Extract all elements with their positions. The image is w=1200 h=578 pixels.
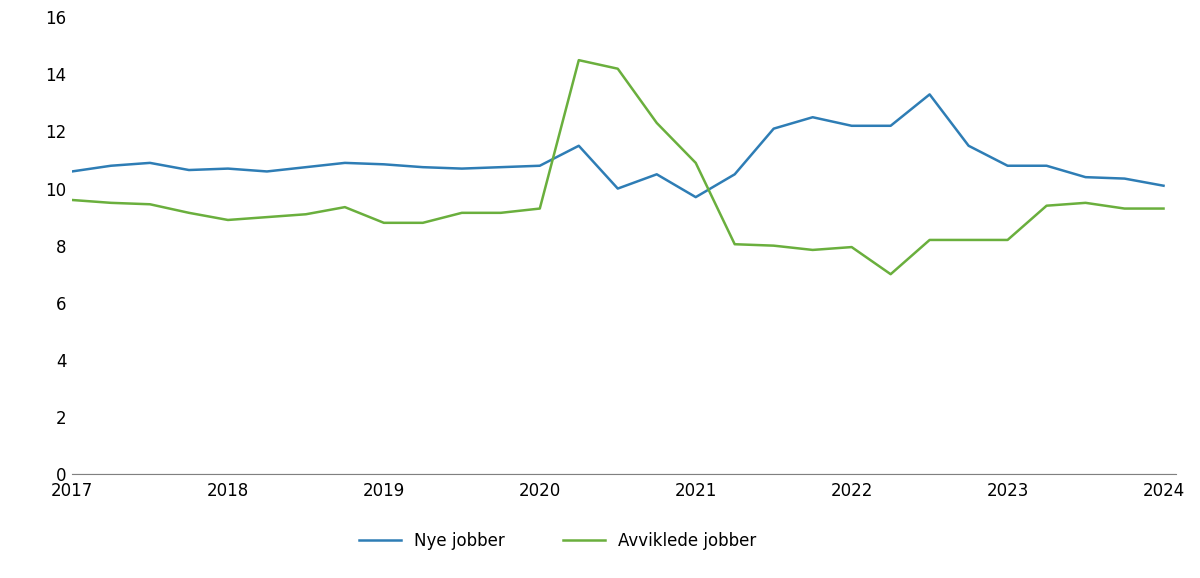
Nye jobber xyxy=(65,168,79,175)
Avviklede jobber xyxy=(649,120,664,127)
Nye jobber xyxy=(649,171,664,178)
Avviklede jobber xyxy=(143,201,157,208)
Nye jobber xyxy=(181,166,196,173)
Avviklede jobber xyxy=(1039,202,1054,209)
Nye jobber xyxy=(611,185,625,192)
Nye jobber xyxy=(689,194,703,201)
Avviklede jobber xyxy=(337,203,352,210)
Avviklede jobber xyxy=(923,236,937,243)
Avviklede jobber xyxy=(221,217,235,224)
Avviklede jobber xyxy=(103,199,118,206)
Avviklede jobber xyxy=(377,220,391,227)
Nye jobber xyxy=(533,162,547,169)
Nye jobber xyxy=(571,142,586,149)
Avviklede jobber xyxy=(493,209,508,216)
Avviklede jobber xyxy=(1117,205,1132,212)
Avviklede jobber xyxy=(65,197,79,203)
Avviklede jobber xyxy=(1079,199,1093,206)
Avviklede jobber xyxy=(767,242,781,249)
Avviklede jobber xyxy=(415,220,430,227)
Nye jobber xyxy=(415,164,430,171)
Nye jobber xyxy=(883,123,898,129)
Avviklede jobber xyxy=(1001,236,1015,243)
Nye jobber xyxy=(805,114,820,121)
Nye jobber xyxy=(259,168,274,175)
Avviklede jobber xyxy=(571,57,586,64)
Nye jobber xyxy=(103,162,118,169)
Nye jobber xyxy=(143,160,157,166)
Avviklede jobber xyxy=(181,209,196,216)
Nye jobber xyxy=(1039,162,1054,169)
Avviklede jobber xyxy=(883,271,898,277)
Nye jobber xyxy=(1001,162,1015,169)
Nye jobber xyxy=(221,165,235,172)
Nye jobber xyxy=(493,164,508,171)
Avviklede jobber xyxy=(845,243,859,250)
Avviklede jobber xyxy=(259,214,274,221)
Avviklede jobber xyxy=(611,65,625,72)
Avviklede jobber xyxy=(1157,205,1171,212)
Avviklede jobber xyxy=(805,246,820,253)
Nye jobber xyxy=(455,165,469,172)
Nye jobber xyxy=(299,164,313,171)
Nye jobber xyxy=(377,161,391,168)
Line: Avviklede jobber: Avviklede jobber xyxy=(72,60,1164,274)
Avviklede jobber xyxy=(727,241,742,248)
Nye jobber xyxy=(1117,175,1132,182)
Nye jobber xyxy=(845,123,859,129)
Line: Nye jobber: Nye jobber xyxy=(72,94,1164,197)
Avviklede jobber xyxy=(533,205,547,212)
Nye jobber xyxy=(923,91,937,98)
Avviklede jobber xyxy=(689,160,703,166)
Nye jobber xyxy=(1157,182,1171,189)
Legend: Nye jobber, Avviklede jobber: Nye jobber, Avviklede jobber xyxy=(353,525,763,557)
Avviklede jobber xyxy=(455,209,469,216)
Avviklede jobber xyxy=(299,211,313,218)
Nye jobber xyxy=(337,160,352,166)
Avviklede jobber xyxy=(961,236,976,243)
Nye jobber xyxy=(727,171,742,178)
Nye jobber xyxy=(1079,173,1093,180)
Nye jobber xyxy=(961,142,976,149)
Nye jobber xyxy=(767,125,781,132)
